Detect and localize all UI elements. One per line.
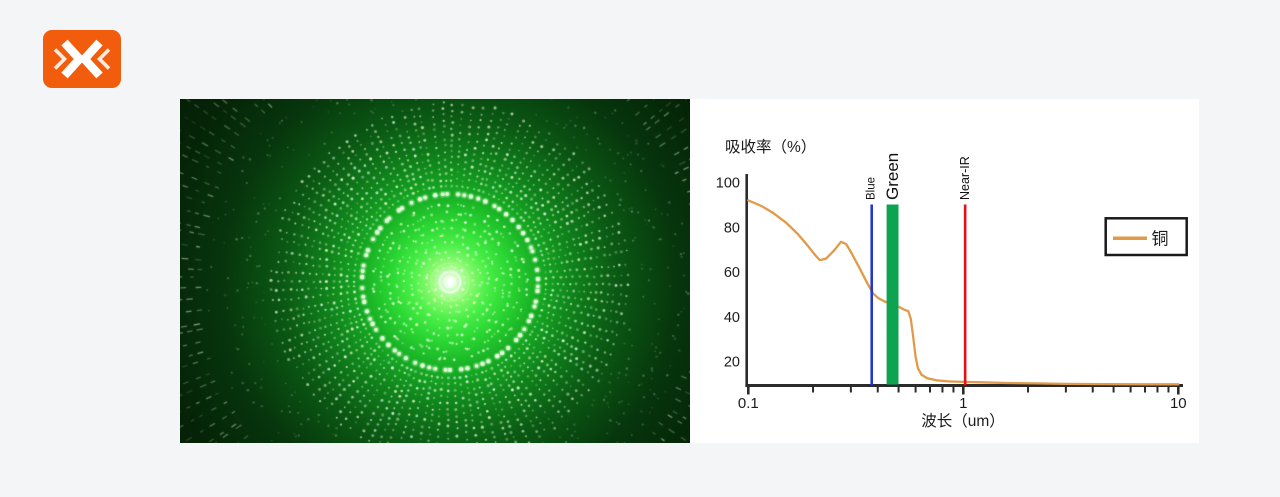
- marker-label-nearir: Near-IR: [958, 156, 972, 200]
- brand-logo-icon: [43, 30, 121, 88]
- content-card: 吸收率（%） 波长（um） 铜 0.1 1 10 100 80 60 40 20 Blue Gre…: [180, 99, 1199, 443]
- x-tick-label: 1: [959, 395, 967, 412]
- x-tick-label: 0.1: [738, 395, 759, 412]
- y-tick-label: 60: [724, 265, 740, 281]
- chart-panel: 吸收率（%） 波长（um） 铜 0.1 1 10 100 80 60 40 20 Blue Gre…: [690, 99, 1199, 443]
- marker-label-green: Green: [883, 153, 902, 200]
- x-tick-label: 10: [1170, 395, 1187, 412]
- marker-label-blue: Blue: [866, 177, 878, 200]
- absorption-chart: 吸收率（%） 波长（um） 铜 0.1 1 10 100 80 60 40 20 Blue Gre…: [716, 138, 1188, 430]
- laser-diffraction-image: [180, 99, 690, 443]
- logo-echo-chevrons: [53, 48, 111, 70]
- brand-logo: [43, 30, 121, 88]
- legend-label-copper: 铜: [1152, 230, 1169, 249]
- legend: 铜: [1104, 217, 1188, 257]
- chart-title: 吸收率（%）: [725, 138, 816, 156]
- y-tick-label: 80: [724, 220, 740, 236]
- logo-main-chevrons: [61, 39, 103, 79]
- x-axis-label: 波长（um）: [921, 412, 1005, 430]
- y-tick-label: 20: [724, 355, 740, 371]
- y-tick-label: 40: [724, 310, 740, 326]
- marker-band-green: [886, 204, 899, 385]
- y-tick-label: 100: [716, 176, 740, 192]
- laser-panel: [180, 99, 690, 443]
